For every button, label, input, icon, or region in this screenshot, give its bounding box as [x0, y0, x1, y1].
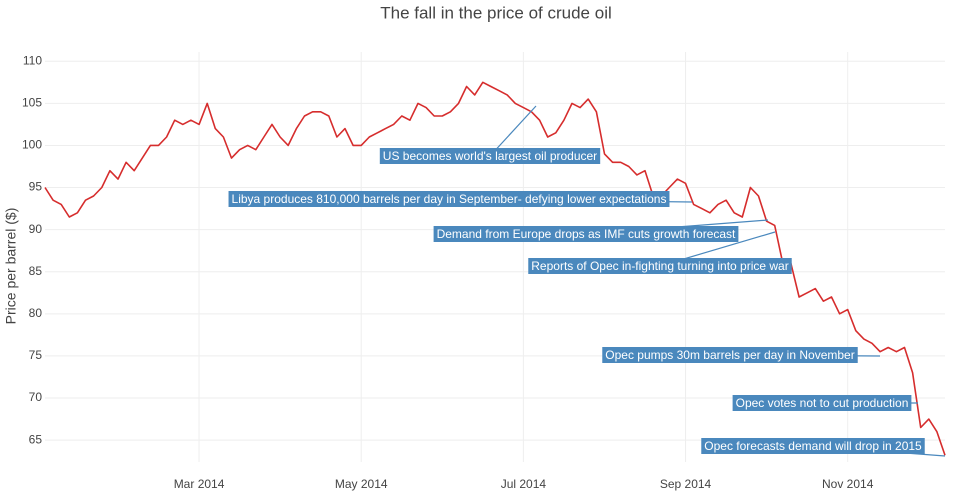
y-tick-label: 85: [29, 264, 43, 278]
y-tick-label: 80: [29, 306, 43, 320]
x-tick-label: Jul 2014: [501, 477, 547, 491]
price-line: [44, 81, 946, 456]
x-tick-label: Nov 2014: [822, 477, 874, 491]
y-tick-label: 70: [29, 390, 43, 404]
annotation-box: [433, 226, 739, 242]
annotation-box: [379, 148, 601, 164]
annotation-text: Demand from Europe drops as IMF cuts gro…: [437, 227, 736, 241]
annotation-text: Opec forecasts demand will drop in 2015: [704, 439, 922, 453]
annotation-text: Libya produces 810,000 barrels per day i…: [232, 192, 667, 206]
y-tick-label: 90: [29, 222, 43, 236]
annotation-box: [602, 347, 858, 363]
annotation-text: Reports of Opec in-fighting turning into…: [531, 259, 788, 273]
annotation-box: [228, 191, 670, 207]
y-tick-label: 75: [29, 348, 43, 362]
y-tick-label: 95: [29, 180, 43, 194]
y-tick-label: 110: [23, 53, 42, 67]
annotation-text: Opec votes not to cut production: [736, 396, 909, 410]
annotation-box: [732, 395, 912, 411]
x-tick-label: May 2014: [335, 477, 388, 491]
x-tick-label: Sep 2014: [660, 477, 712, 491]
y-tick-label: 100: [22, 138, 42, 152]
y-axis-label: Price per barrel ($): [3, 208, 19, 325]
plot-area: [44, 81, 946, 456]
y-tick-label: 65: [29, 432, 43, 446]
x-tick-label: Mar 2014: [174, 477, 225, 491]
annotations: US becomes world's largest oil producer L…: [228, 105, 946, 457]
chart-title: The fall in the price of crude oil: [380, 3, 612, 22]
annotation-box: [528, 258, 792, 274]
y-tick-label: 105: [22, 96, 42, 110]
annotation-box: [701, 438, 925, 454]
annotation-text: Opec pumps 30m barrels per day in Novemb…: [605, 348, 854, 362]
annotation-text: US becomes world's largest oil producer: [383, 149, 597, 163]
annotation-arrow: [489, 105, 537, 157]
